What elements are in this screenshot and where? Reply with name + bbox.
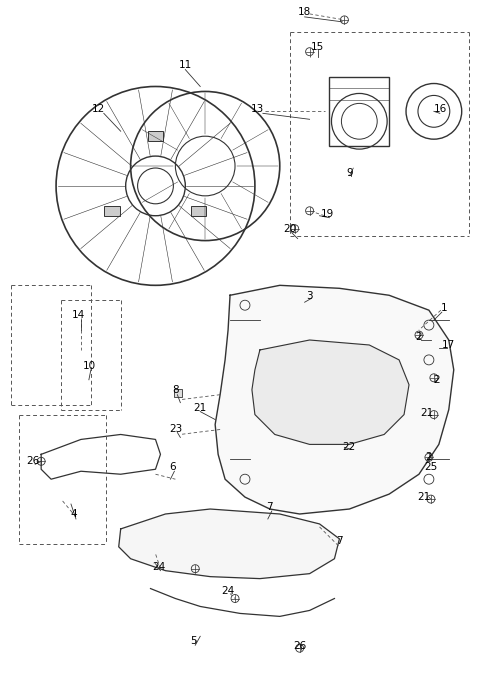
Text: 26: 26 bbox=[293, 641, 306, 651]
Text: 21: 21 bbox=[420, 408, 433, 417]
Text: 7: 7 bbox=[336, 536, 343, 546]
Text: 22: 22 bbox=[343, 443, 356, 452]
Text: 4: 4 bbox=[71, 509, 77, 519]
Text: 13: 13 bbox=[251, 104, 264, 114]
Text: 11: 11 bbox=[179, 59, 192, 70]
Bar bbox=[174, 389, 182, 397]
Text: 7: 7 bbox=[266, 502, 273, 512]
Text: 17: 17 bbox=[442, 340, 456, 350]
Text: 2: 2 bbox=[416, 332, 422, 342]
Text: 6: 6 bbox=[169, 462, 176, 472]
Text: 14: 14 bbox=[72, 310, 85, 320]
Text: 18: 18 bbox=[298, 7, 311, 17]
Text: 8: 8 bbox=[172, 385, 179, 395]
Bar bbox=[329, 76, 389, 146]
Text: 23: 23 bbox=[169, 425, 182, 434]
Bar bbox=[191, 206, 206, 216]
Text: 2: 2 bbox=[426, 452, 432, 462]
Text: 24: 24 bbox=[152, 561, 165, 572]
Text: 10: 10 bbox=[82, 361, 96, 371]
Text: 20: 20 bbox=[283, 223, 296, 234]
Polygon shape bbox=[252, 340, 409, 445]
Text: 26: 26 bbox=[26, 456, 40, 466]
Bar bbox=[105, 206, 120, 216]
Text: 9: 9 bbox=[346, 168, 353, 178]
Text: 1: 1 bbox=[441, 303, 447, 313]
Text: 21: 21 bbox=[417, 492, 431, 502]
Text: 3: 3 bbox=[306, 291, 313, 301]
Text: 19: 19 bbox=[321, 209, 334, 219]
Text: 2: 2 bbox=[433, 375, 440, 385]
Text: 16: 16 bbox=[434, 104, 447, 114]
Text: 12: 12 bbox=[92, 104, 106, 114]
Text: 25: 25 bbox=[424, 462, 437, 472]
Polygon shape bbox=[119, 509, 339, 579]
Text: 15: 15 bbox=[311, 42, 324, 52]
Polygon shape bbox=[215, 285, 454, 514]
Text: 5: 5 bbox=[190, 637, 197, 646]
Bar bbox=[147, 131, 164, 141]
Text: 24: 24 bbox=[221, 585, 235, 596]
Text: 21: 21 bbox=[193, 402, 207, 413]
